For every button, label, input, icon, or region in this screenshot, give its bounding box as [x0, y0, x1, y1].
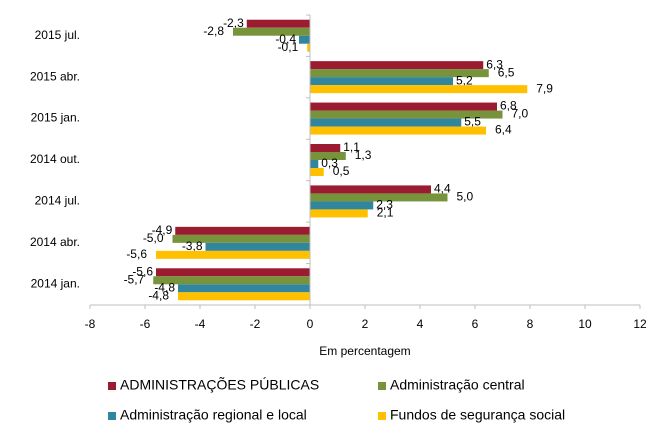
bar	[310, 152, 346, 160]
legend-swatch	[378, 382, 386, 390]
bar	[307, 43, 310, 52]
value-label: -5,7	[124, 272, 145, 286]
x-tick-label: 8	[527, 317, 534, 331]
value-label: 6,5	[498, 65, 515, 79]
bar	[310, 160, 319, 168]
legend-swatch	[378, 412, 386, 420]
value-label: -5,0	[143, 231, 164, 245]
y-tick-label: 2014 out.	[30, 152, 80, 166]
value-label: 4,4	[434, 182, 451, 196]
x-tick-label: 4	[417, 317, 424, 331]
x-tick-label: 6	[472, 317, 479, 331]
value-label: 5,5	[464, 115, 481, 129]
legend-swatch	[108, 412, 116, 420]
value-label: 7,0	[512, 107, 529, 121]
bar	[310, 102, 497, 111]
legend-label: Fundos de segurança social	[390, 407, 565, 423]
y-tick-label: 2014 jul.	[35, 194, 80, 208]
x-axis-title: Em percentagem	[319, 344, 410, 358]
value-label: 5,2	[456, 73, 473, 87]
bar	[310, 110, 503, 119]
bar	[246, 19, 310, 28]
bar	[299, 35, 310, 44]
y-tick-label: 2014 abr.	[30, 235, 80, 249]
value-label: 7,9	[536, 81, 553, 95]
bar	[310, 144, 341, 152]
legend-swatch	[108, 382, 116, 390]
bar	[310, 126, 486, 135]
value-label: 1,3	[355, 148, 372, 162]
value-label: -5,6	[126, 247, 147, 261]
value-label: -2,8	[203, 24, 224, 38]
value-label: 6,3	[486, 57, 503, 71]
value-label: 6,8	[500, 99, 517, 113]
value-label: 1,1	[343, 140, 360, 154]
bar	[205, 242, 310, 251]
bar	[172, 234, 310, 243]
value-label: -3,8	[182, 239, 203, 253]
bar	[310, 69, 489, 78]
bar	[175, 226, 310, 235]
bar	[178, 284, 310, 293]
y-tick-label: 2014 jan.	[31, 276, 80, 290]
legend-label: Administração central	[390, 377, 525, 393]
value-label: -4,9	[152, 223, 173, 237]
bar	[310, 85, 528, 94]
bar	[233, 27, 310, 36]
y-tick-label: 2015 abr.	[30, 69, 80, 83]
bar	[156, 250, 310, 259]
value-label: -4,8	[148, 288, 169, 302]
value-label: 5,0	[457, 190, 474, 204]
x-tick-label: -2	[250, 317, 261, 331]
bar	[310, 193, 448, 202]
value-label: 0,3	[321, 156, 338, 170]
x-tick-label: 12	[633, 317, 647, 331]
bar	[310, 185, 431, 194]
bar	[310, 77, 453, 86]
value-label: 2,3	[376, 198, 393, 212]
x-tick-label: -6	[140, 317, 151, 331]
bar	[310, 168, 324, 176]
bar	[156, 268, 310, 277]
bar	[310, 61, 484, 70]
value-label: -0,1	[278, 40, 299, 54]
x-tick-label: -4	[195, 317, 206, 331]
value-label: -0,4	[275, 32, 296, 46]
value-label: -5,6	[132, 264, 153, 278]
value-label: 6,4	[495, 123, 512, 137]
bar	[310, 209, 368, 218]
bar	[310, 201, 374, 210]
value-label: 0,5	[333, 164, 350, 178]
y-tick-label: 2015 jan.	[31, 111, 80, 125]
bar	[153, 276, 310, 285]
bar	[178, 292, 310, 301]
x-tick-label: 10	[578, 317, 592, 331]
bar	[310, 118, 462, 127]
x-tick-label: 2	[362, 317, 369, 331]
value-label: -4,8	[154, 280, 175, 294]
x-tick-label: -8	[85, 317, 96, 331]
value-label: -2,3	[223, 16, 244, 30]
legend-label: Administração regional e local	[120, 407, 307, 423]
value-label: 2,1	[377, 206, 394, 220]
legend-label: ADMINISTRAÇÕES PÚBLICAS	[120, 377, 319, 393]
y-tick-label: 2015 jul.	[35, 28, 80, 42]
x-tick-label: 0	[307, 317, 314, 331]
